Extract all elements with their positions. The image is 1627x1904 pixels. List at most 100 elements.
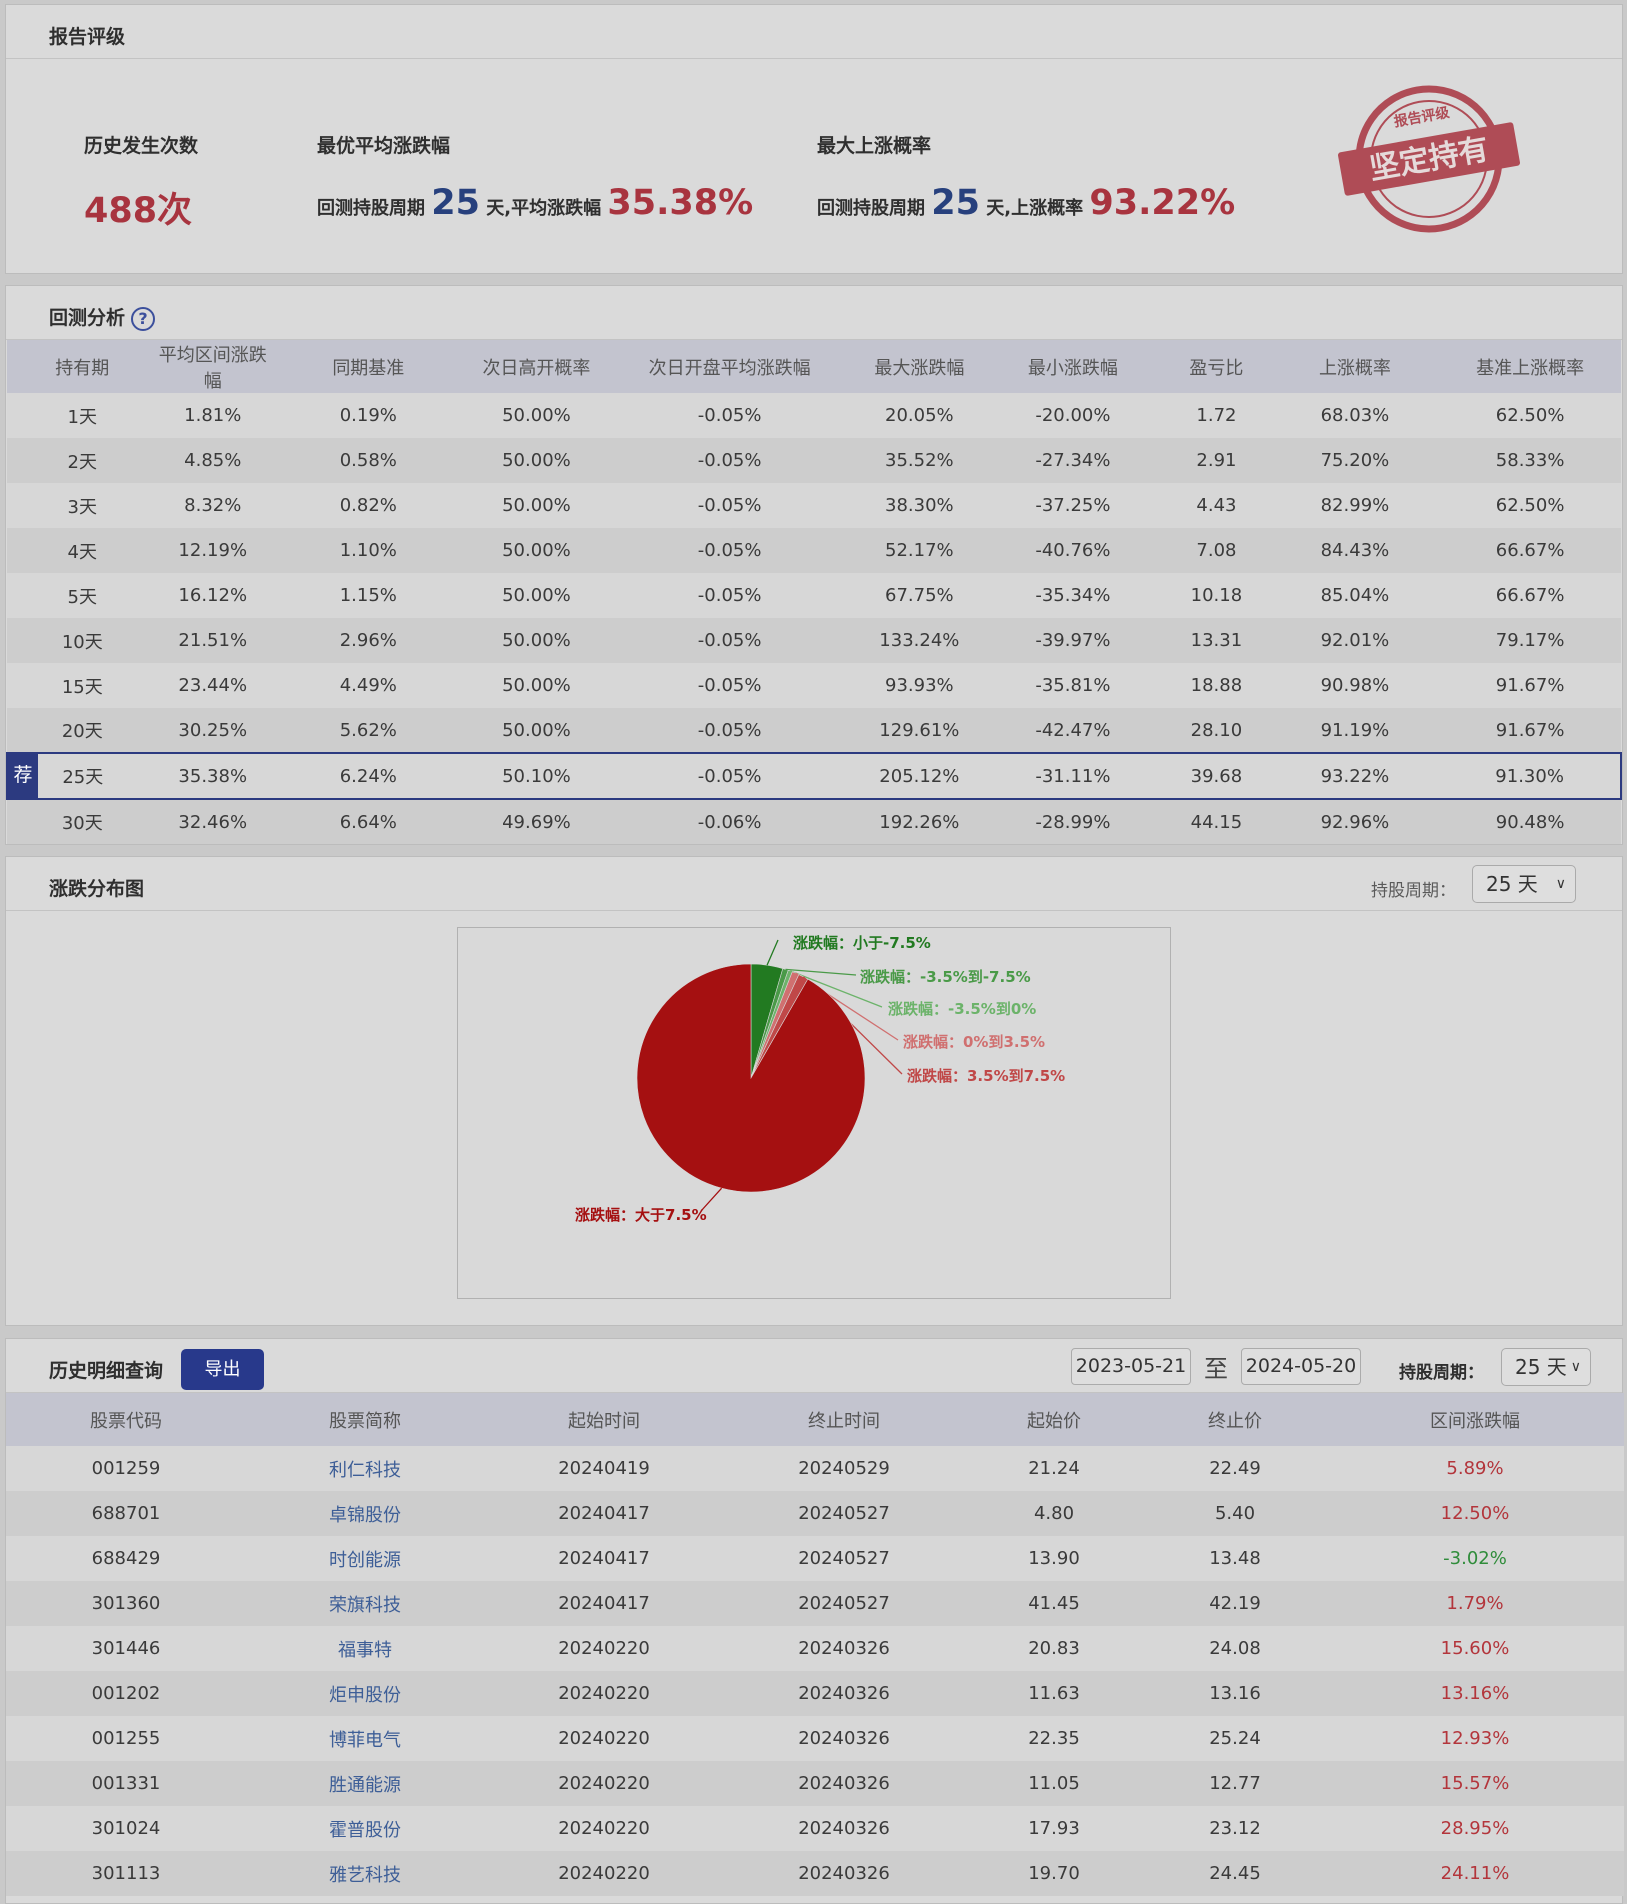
table-cell: -35.34% <box>983 573 1163 618</box>
table-cell: 4.80 <box>964 1491 1144 1536</box>
history-col-header: 起始价 <box>964 1393 1144 1446</box>
table-cell: 16.12% <box>157 573 268 618</box>
pie-chart: 涨跌幅：小于-7.5% 涨跌幅：-3.5%到-7.5% 涨跌幅：-3.5%到0% 涨跌… <box>575 934 1065 1224</box>
table-cell: 301360 <box>6 1581 246 1626</box>
table-cell: 20240417 <box>484 1491 724 1536</box>
table-cell: -35.81% <box>983 663 1163 708</box>
table-cell: 82.99% <box>1270 483 1440 528</box>
export-button[interactable]: 导出 <box>181 1349 264 1390</box>
history-col-header: 区间涨跌幅 <box>1326 1393 1624 1446</box>
table-cell: 42.19 <box>1144 1581 1326 1626</box>
table-row: 30天 32.46% 6.64% 49.69% -0.06% 192.26% -28.99%… <box>7 799 1621 844</box>
best-avg-mid: 天,平均涨跌幅 <box>486 198 602 219</box>
pie-slice-label: 涨跌幅：3.5%到7.5% <box>907 1067 1065 1085</box>
table-row: 4天 12.19% 1.10% 50.00% -0.05% 52.17% -40.76% 7.… <box>7 528 1621 573</box>
table-cell: 4.43 <box>1162 483 1271 528</box>
table-cell: -0.05% <box>604 483 856 528</box>
table-cell: 50.00% <box>468 708 605 753</box>
table-cell: 50.10% <box>468 752 605 800</box>
table-cell: 17.93 <box>964 1806 1144 1851</box>
stock-name-link[interactable]: 炬申股份 <box>246 1671 484 1716</box>
change-percent: 15.60% <box>1326 1626 1624 1671</box>
rating-panel: 报告评级 历史发生次数 488次 最优平均涨跌幅 回测持股周期 25 天,平均涨… <box>5 4 1623 274</box>
table-cell: -37.25% <box>983 483 1163 528</box>
pie-slice[interactable] <box>636 963 866 1193</box>
table-cell: 11.05 <box>964 1761 1144 1806</box>
help-icon[interactable]: ? <box>131 306 156 331</box>
stock-name-link[interactable]: 福事特 <box>246 1626 484 1671</box>
table-row: 301360 荣旗科技 20240417 20240527 41.45 42.19 1.79… <box>6 1581 1624 1626</box>
table-cell: 50.00% <box>468 483 605 528</box>
stock-name-link[interactable]: 卓锦股份 <box>246 1491 484 1536</box>
table-cell: -0.06% <box>604 799 856 844</box>
table-cell: 0.82% <box>267 483 469 528</box>
stock-name-link[interactable]: 雅艺科技 <box>246 1851 484 1896</box>
table-cell: 13.16 <box>1144 1671 1326 1716</box>
chevron-down-icon: ∨ <box>1570 1359 1581 1375</box>
table-cell: 20240527 <box>724 1491 964 1536</box>
stock-name-link[interactable]: 荣旗科技 <box>246 1581 484 1626</box>
table-cell: 62.50% <box>1439 483 1621 528</box>
table-cell: 0.19% <box>267 393 469 438</box>
table-cell: -42.47% <box>983 708 1163 753</box>
table-cell: 2天 <box>7 438 158 483</box>
table-cell: 20240220 <box>484 1761 724 1806</box>
dist-period-select[interactable]: 25 天 ∨ <box>1472 865 1576 903</box>
table-cell: -40.76% <box>983 528 1163 573</box>
table-row: 301024 霍普股份 20240220 20240326 17.93 23.12 28.9… <box>6 1806 1624 1851</box>
backtest-col-header: 平均区间涨跌幅 <box>157 340 268 393</box>
change-percent: 15.57% <box>1326 1761 1624 1806</box>
table-cell: 1.72 <box>1162 393 1271 438</box>
backtest-col-header: 最大涨跌幅 <box>855 340 984 393</box>
count-label: 历史发生次数 <box>84 135 199 157</box>
table-row: 20天 30.25% 5.62% 50.00% -0.05% 129.61% -42.47%… <box>7 708 1621 753</box>
table-cell: 58.33% <box>1439 438 1621 483</box>
date-from-input[interactable]: 2023-05-21 <box>1071 1348 1191 1385</box>
stock-name-link[interactable]: 胜通能源 <box>246 1761 484 1806</box>
recommend-badge: 荐 <box>8 752 38 798</box>
table-cell: 50.00% <box>468 438 605 483</box>
rating-title: 报告评级 <box>49 26 126 48</box>
history-period-select[interactable]: 25 天 ∨ <box>1501 1348 1591 1386</box>
pie-leader-line <box>766 939 779 966</box>
table-cell: -0.05% <box>604 438 856 483</box>
table-row: 688429 时创能源 20240417 20240527 13.90 13.48 -3.0… <box>6 1536 1624 1581</box>
table-cell: 20240529 <box>724 1446 964 1491</box>
table-cell: 90.48% <box>1439 799 1621 844</box>
table-cell: 91.19% <box>1270 708 1440 753</box>
table-cell: 荐 25天 <box>6 752 158 800</box>
table-cell: 15天 <box>7 663 158 708</box>
table-cell: 39.68 <box>1162 752 1271 800</box>
table-cell: 205.12% <box>855 752 984 800</box>
pie-leader-line <box>700 1187 723 1212</box>
table-cell: 30天 <box>7 799 158 844</box>
change-percent: 5.89% <box>1326 1446 1624 1491</box>
backtest-col-header: 同期基准 <box>267 340 469 393</box>
backtest-col-header: 最小涨跌幅 <box>983 340 1163 393</box>
table-cell: 2.91 <box>1162 438 1271 483</box>
table-cell: 18.88 <box>1162 663 1271 708</box>
table-cell: 23.44% <box>157 663 268 708</box>
table-row: 001331 胜通能源 20240220 20240326 11.05 12.77 15.5… <box>6 1761 1624 1806</box>
table-cell: 5天 <box>7 573 158 618</box>
stock-name-link[interactable]: 霍普股份 <box>246 1806 484 1851</box>
table-cell: 20240220 <box>484 1806 724 1851</box>
table-cell: 20240527 <box>724 1581 964 1626</box>
table-row: 5天 16.12% 1.15% 50.00% -0.05% 67.75% -35.34% 10… <box>7 573 1621 618</box>
table-cell: 90.98% <box>1270 663 1440 708</box>
table-cell: 30.25% <box>157 708 268 753</box>
table-cell: 38.30% <box>855 483 984 528</box>
table-cell: 0.58% <box>267 438 469 483</box>
stock-name-link[interactable]: 时创能源 <box>246 1536 484 1581</box>
table-cell: 301024 <box>6 1806 246 1851</box>
stock-name-link[interactable]: 利仁科技 <box>246 1446 484 1491</box>
table-row: 301113 雅艺科技 20240220 20240326 19.70 24.45 24.1… <box>6 1851 1624 1896</box>
pie-slice-label: 涨跌幅：-3.5%到0% <box>888 1000 1036 1018</box>
table-cell: 6.64% <box>267 799 469 844</box>
stock-name-link[interactable]: 博菲电气 <box>246 1716 484 1761</box>
table-cell: 129.61% <box>855 708 984 753</box>
table-cell: 50.00% <box>468 393 605 438</box>
table-cell: 10.18 <box>1162 573 1271 618</box>
table-cell: 2.96% <box>267 618 469 663</box>
date-to-input[interactable]: 2024-05-20 <box>1241 1348 1361 1385</box>
